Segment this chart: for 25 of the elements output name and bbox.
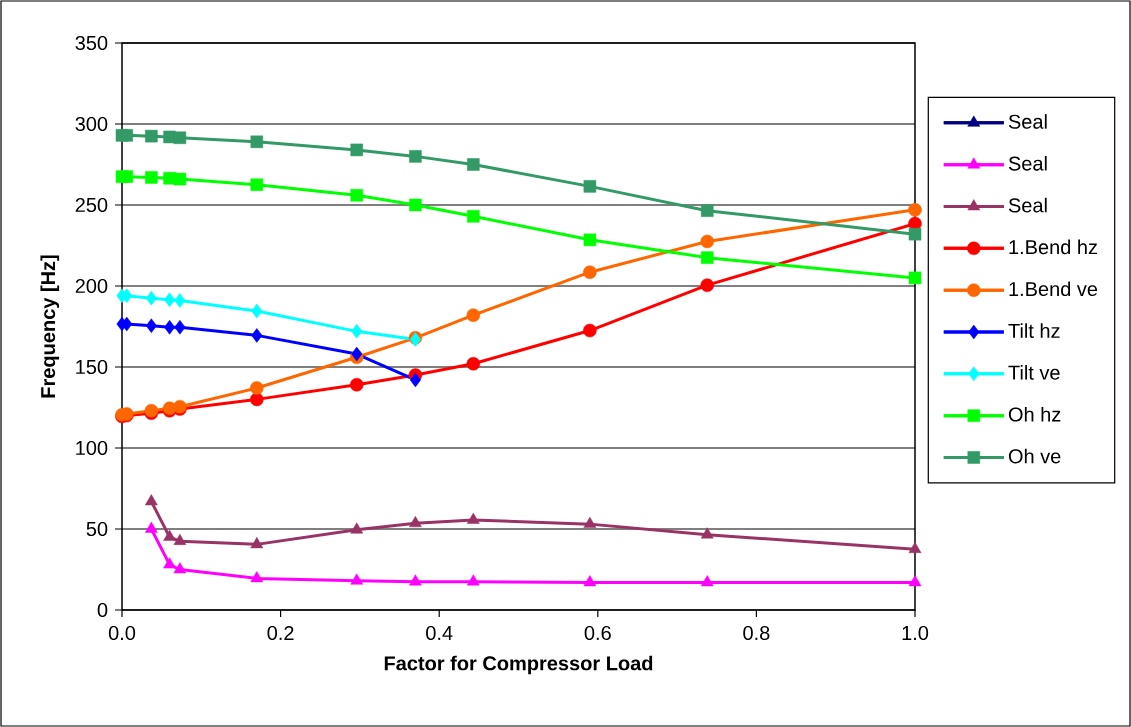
- x-tick-label: 1.0: [902, 625, 929, 641]
- y-tick-label: 50: [86, 521, 108, 537]
- y-tick-label: 350: [75, 35, 108, 51]
- legend-label: Seal: [1008, 114, 1047, 129]
- legend-label: Oh hz: [1008, 406, 1061, 422]
- legend-label: Tilt hz: [1008, 323, 1060, 338]
- y-tick-label: 250: [75, 197, 108, 213]
- x-tick-label: 0.4: [426, 625, 453, 641]
- y-axis-title: Frequency [Hz]: [40, 255, 60, 398]
- legend-label: Tilt ve: [1008, 365, 1060, 380]
- x-tick-label: 0.0: [108, 625, 136, 641]
- y-tick-label: 100: [76, 440, 108, 456]
- y-tick-label: 150: [76, 359, 108, 375]
- legend-label: Seal: [1008, 197, 1047, 213]
- legend-label: Seal: [1008, 155, 1047, 171]
- legend-label: 1.Bend hz: [1009, 239, 1097, 255]
- y-tick-label: 200: [75, 278, 108, 294]
- x-tick-label: 0.6: [584, 625, 611, 641]
- y-tick-label: 0: [97, 602, 108, 618]
- legend-label: Oh ve: [1008, 448, 1061, 464]
- x-tick-label: 0.2: [267, 625, 294, 641]
- x-tick-label: 0.8: [743, 625, 770, 641]
- x-axis-title: Factor for Compressor Load: [384, 655, 653, 675]
- legend-label: 1.Bend ve: [1009, 281, 1098, 297]
- y-tick-label: 300: [75, 116, 108, 132]
